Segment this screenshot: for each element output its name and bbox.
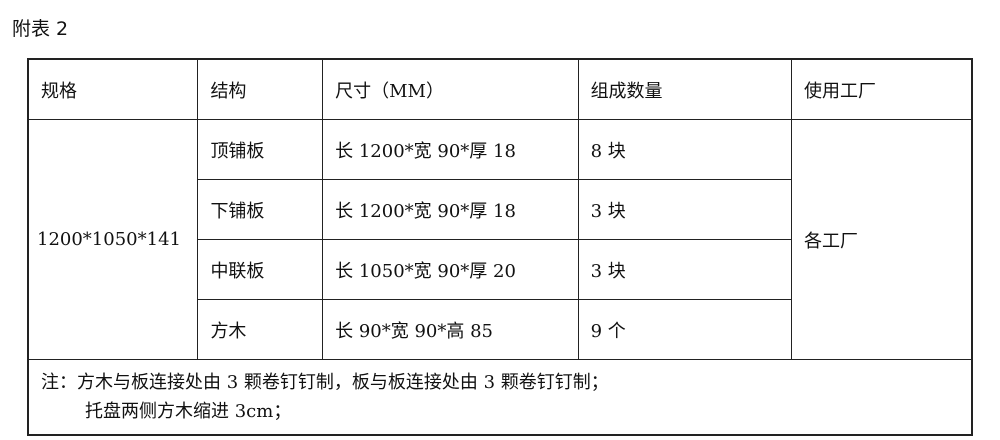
structure-cell: 方木 (197, 299, 324, 360)
header-cell: 规格 (27, 58, 199, 120)
qty-cell: 3 块 (577, 179, 792, 240)
note-line: 注：方木与板连接处由 3 颗卷钉钉制，板与板连接处由 3 颗卷钉钉制； (41, 372, 609, 393)
qty-cell: 8 块 (577, 119, 792, 180)
note-cell: 注：方木与板连接处由 3 颗卷钉钉制，板与板连接处由 3 颗卷钉钉制； 托盘两侧… (27, 359, 973, 436)
header-cell: 结构 (197, 58, 324, 120)
note-line: 托盘两侧方木缩进 3cm； (85, 401, 292, 422)
size-cell: 长 90*宽 90*高 85 (322, 299, 579, 360)
header-row: 规格 结构 尺寸（MM） 组成数量 使用工厂 (27, 58, 973, 120)
qty-cell: 3 块 (577, 239, 792, 300)
structure-cell: 中联板 (197, 239, 324, 300)
table-caption: 附表 2 (12, 18, 69, 40)
spec-table: 规格 结构 尺寸（MM） 组成数量 使用工厂 1200*1050*141 顶铺板… (27, 58, 973, 436)
structure-cell: 顶铺板 (197, 119, 324, 180)
factory-cell: 各工厂 (790, 119, 973, 360)
header-cell: 尺寸（MM） (322, 58, 579, 120)
size-cell: 长 1050*宽 90*厚 20 (322, 239, 579, 300)
header-cell: 使用工厂 (790, 58, 973, 120)
table-row: 中联板 长 1050*宽 90*厚 20 3 块 (28, 239, 972, 300)
size-cell: 长 1200*宽 90*厚 18 (322, 179, 579, 240)
note-row: 注：方木与板连接处由 3 颗卷钉钉制，板与板连接处由 3 颗卷钉钉制； 托盘两侧… (27, 359, 973, 436)
spec-cell: 1200*1050*141 (27, 119, 199, 360)
size-cell: 长 1200*宽 90*厚 18 (322, 119, 579, 180)
table-row: 1200*1050*141 顶铺板 长 1200*宽 90*厚 18 8 块 各… (27, 119, 973, 360)
table-row: 下铺板 长 1200*宽 90*厚 18 3 块 (28, 179, 972, 240)
header-cell: 组成数量 (577, 58, 792, 120)
table-row: 方木 长 90*宽 90*高 85 9 个 (28, 299, 972, 360)
qty-cell: 9 个 (577, 299, 792, 360)
structure-cell: 下铺板 (197, 179, 324, 240)
